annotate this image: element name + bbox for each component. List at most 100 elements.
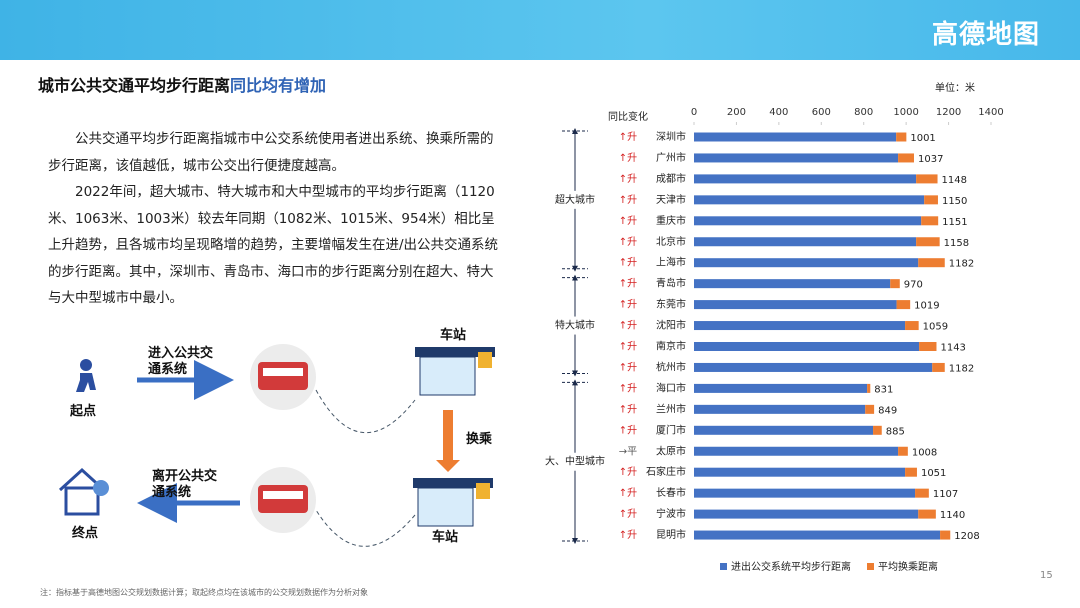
station-roof [415,347,495,357]
group-label-bg [538,316,612,335]
data-label: 1001 [910,133,935,144]
bar-segment [867,383,871,393]
bar-segment [694,425,874,435]
bar-segment [694,488,916,498]
bar-segment [919,342,937,351]
data-label: 1051 [921,468,946,479]
diagram [58,344,495,547]
data-label: 1151 [942,217,967,228]
bar-segment [694,195,925,205]
paragraph: 2022年间，超大城市、特大城市和大中型城市的平均步行距离（1120米、1063… [48,184,499,306]
change-label: ↑升 [619,299,637,311]
data-label: 1158 [944,238,969,249]
change-header: 同比变化 [608,110,648,123]
title-text: 城市公共交通平均步行距离 [38,76,231,95]
bar-segment [890,279,900,289]
change-label: ↑升 [619,382,637,394]
data-label: 1143 [940,343,965,354]
bar-segment [694,300,897,310]
bar-segment [694,446,899,456]
bar-segment [924,195,938,205]
bar-segment [694,279,891,289]
legend-swatch [720,563,727,570]
y-tick-label: 太原市 [656,444,686,457]
change-label: →平 [619,446,637,457]
legend-label: 进出公交系统平均步行距离 [731,560,851,573]
y-tick-label: 海口市 [656,381,686,394]
y-tick-label: 南京市 [656,340,686,353]
paragraph: 公共交通平均步行距离指城市中公交系统使用者进出系统、换乘所需的步行距离，该值越低… [48,131,494,174]
data-label: 1019 [914,301,939,312]
diagram-label: 车站 [432,530,459,545]
data-label: 1037 [918,154,943,165]
y-tick-label: 石家庄市 [646,465,686,478]
bar-segment [918,509,936,519]
page-number: 15 [1040,570,1053,581]
x-tick-label: 1400 [978,107,1003,118]
bar-segment [905,467,917,477]
bar-segment [694,383,868,393]
change-label: ↑升 [619,508,637,520]
y-tick-label: 重庆市 [656,214,686,227]
change-label: ↑升 [619,403,637,415]
bar-segment [694,258,919,268]
footnote: 注：指标基于高德地图公交规划数据计算；取起终点均在该城市的公交规划数据作为分析对… [40,588,368,597]
diagram-label: 终点 [72,526,99,541]
bar-segment [694,237,917,247]
bar-segment [932,362,945,372]
change-label: ↑升 [619,424,637,436]
y-tick-label: 上海市 [656,256,686,269]
y-tick-label: 成都市 [656,172,686,185]
station-sign [476,483,490,499]
bar-segment [940,530,951,540]
bar-segment [918,258,945,268]
change-label: ↑升 [619,529,637,541]
bus-window [263,491,303,499]
data-label: 1059 [923,322,948,333]
data-label: 1208 [954,531,979,542]
banner: 高德地图 [0,0,1080,60]
y-tick-label: 青岛市 [656,277,686,290]
data-label: 1107 [933,489,958,500]
x-tick-label: 0 [691,107,697,118]
change-label: ↑升 [619,361,637,373]
bar-segment [694,362,933,372]
y-tick-label: 厦门市 [656,423,686,436]
y-tick-label: 深圳市 [656,130,686,143]
bar-segment [694,509,919,519]
bar-segment [896,132,907,142]
diagram-label: 进入公共交通系统 [148,346,214,377]
group-label: 大、中型城市 [545,455,605,468]
route [315,389,416,434]
diagram-label: 离开公共交通系统 [152,469,218,500]
bar-segment [905,321,919,331]
change-label: ↑升 [619,487,637,499]
bar-segment [694,404,866,414]
station [419,356,476,396]
change-label: ↑升 [619,278,637,290]
diagram-label: 车站 [440,328,467,343]
data-label: 831 [874,384,893,395]
change-label: ↑升 [619,320,637,332]
bar-segment [896,300,911,310]
bar-segment [898,446,908,456]
title-highlight: 同比均有增加 [230,76,327,95]
bar-segment [921,216,939,226]
y-tick-label: 沈阳市 [656,319,686,332]
data-label: 1182 [949,363,974,374]
diagram-label: 起点 [70,404,97,419]
data-label: 1150 [942,196,967,207]
x-tick-label: 1200 [936,107,961,118]
bar-segment [916,237,940,247]
station-sign [478,352,492,368]
group-label-bg [538,452,612,471]
route [315,509,416,547]
group-label: 特大城市 [555,319,595,332]
diagram-label: 换乘 [466,432,493,447]
bar-segment [694,467,906,477]
slide-title: 城市公共交通平均步行距离同比均有增加 [38,72,326,96]
change-label: ↑升 [619,173,637,185]
y-tick-label: 东莞市 [656,298,686,311]
x-tick-label: 600 [812,107,831,118]
change-label: ↑升 [619,215,637,227]
